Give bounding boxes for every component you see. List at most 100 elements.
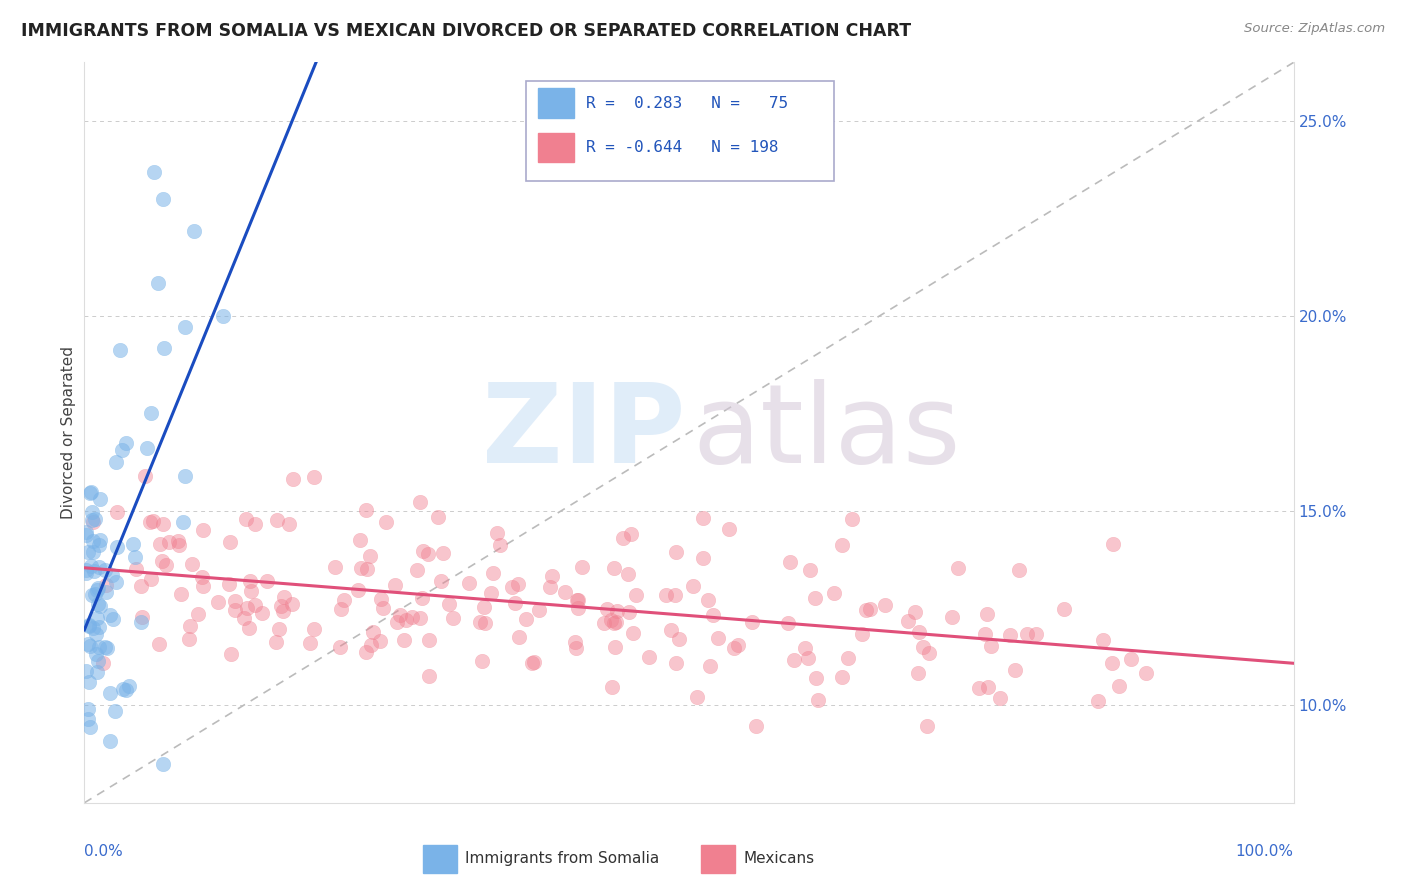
Point — [384, 577, 406, 591]
Point — [138, 515, 160, 529]
Point — [482, 566, 505, 581]
Point — [776, 615, 799, 630]
Point — [664, 588, 686, 602]
Point — [115, 682, 138, 697]
Point — [75, 664, 97, 678]
Point — [668, 632, 690, 646]
Point — [349, 533, 371, 548]
Point — [330, 601, 353, 615]
Point — [146, 276, 169, 290]
Point — [374, 516, 396, 530]
Point — [1119, 652, 1142, 666]
Point — [605, 640, 627, 655]
Point — [143, 164, 166, 178]
Point — [593, 616, 616, 631]
Point — [831, 669, 853, 683]
Point — [82, 622, 104, 636]
Point — [75, 527, 97, 541]
Point — [105, 575, 128, 590]
Point — [87, 597, 110, 611]
Point — [946, 561, 969, 575]
Point — [323, 559, 346, 574]
Point — [1004, 663, 1026, 677]
Point — [520, 656, 543, 670]
Point — [129, 579, 152, 593]
Point — [626, 588, 648, 602]
Point — [152, 192, 174, 206]
Point — [692, 551, 714, 566]
Point — [82, 516, 104, 530]
Point — [83, 564, 105, 578]
Point — [75, 525, 97, 540]
Point — [235, 511, 257, 525]
Point — [122, 536, 145, 550]
Point — [356, 562, 378, 576]
Point — [432, 546, 454, 560]
Point — [350, 561, 373, 575]
Point — [437, 597, 460, 611]
Point — [219, 647, 242, 661]
Point — [93, 640, 115, 654]
Point — [152, 756, 174, 771]
Point — [96, 641, 118, 656]
Text: 0.0%: 0.0% — [84, 844, 124, 858]
Point — [401, 610, 423, 624]
Point — [804, 591, 827, 605]
Point — [426, 510, 449, 524]
Point — [620, 527, 643, 541]
Point — [329, 640, 352, 655]
Point — [87, 538, 110, 552]
Point — [418, 669, 440, 683]
Point — [744, 719, 766, 733]
Point — [717, 523, 740, 537]
Point — [605, 615, 627, 630]
Point — [89, 599, 111, 614]
Point — [976, 607, 998, 622]
Point — [873, 598, 896, 612]
Point — [76, 712, 98, 726]
Point — [243, 598, 266, 612]
Point — [84, 647, 107, 661]
Point — [89, 533, 111, 548]
Point — [596, 601, 619, 615]
Point — [664, 656, 686, 670]
Point — [82, 545, 104, 559]
Point — [236, 601, 259, 615]
Point — [124, 550, 146, 565]
Text: atlas: atlas — [693, 379, 962, 486]
Point — [474, 616, 496, 631]
FancyBboxPatch shape — [423, 845, 457, 873]
Point — [84, 626, 107, 640]
Point — [567, 601, 589, 615]
Point — [93, 657, 115, 671]
Point — [799, 563, 821, 577]
Point — [727, 638, 749, 652]
Point — [855, 603, 877, 617]
Point — [86, 582, 108, 596]
Point — [567, 593, 589, 607]
Point — [79, 720, 101, 734]
Point — [405, 564, 427, 578]
Point — [256, 574, 278, 588]
Point — [489, 538, 512, 552]
Point — [412, 544, 434, 558]
Point — [79, 558, 101, 573]
Point — [139, 572, 162, 586]
Point — [1101, 656, 1123, 670]
Point — [1025, 626, 1047, 640]
Point — [271, 604, 294, 618]
Point — [174, 320, 197, 334]
Point — [94, 584, 117, 599]
Point — [804, 672, 827, 686]
Point — [155, 558, 177, 572]
Point — [117, 679, 139, 693]
Point — [86, 665, 108, 679]
Point — [191, 523, 214, 537]
Point — [77, 636, 100, 650]
Point — [655, 588, 678, 602]
Point — [796, 651, 818, 665]
Point — [538, 580, 561, 594]
Point — [918, 646, 941, 660]
Point — [564, 635, 586, 649]
Point — [105, 455, 128, 469]
